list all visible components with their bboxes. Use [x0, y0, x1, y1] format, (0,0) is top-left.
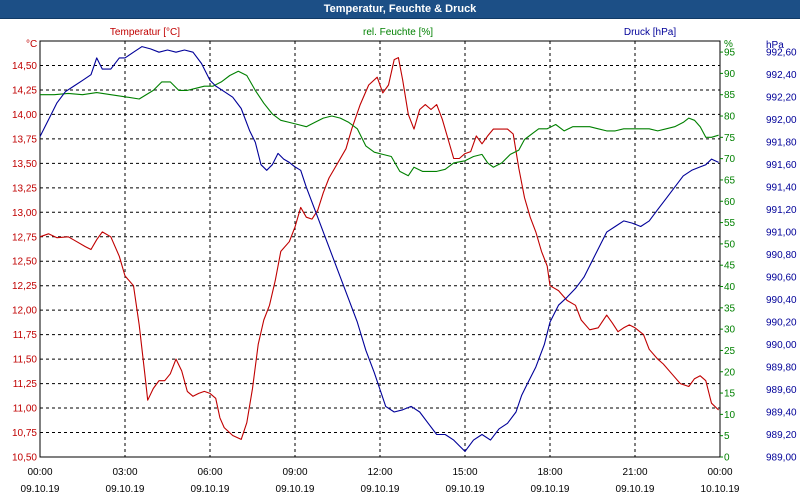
x-tick-label-date: 09.10.19	[276, 484, 315, 495]
humidity-tick-label: 60	[724, 197, 736, 208]
pressure-tick-label: 992,00	[766, 115, 797, 126]
grid-layer	[39, 40, 721, 458]
humidity-tick-label: 90	[724, 69, 736, 80]
pressure-tick-label: 992,60	[766, 48, 797, 59]
weather-chart: 00:00 09.10.19 03:00 09.10.19 06:00 09.10.19 0…	[12, 27, 797, 495]
humidity-tick-label: 65	[724, 175, 736, 186]
temperature-tick-label: 11,75	[13, 330, 38, 341]
temperature-tick-label: 10,75	[12, 428, 37, 439]
pressure-tick-label: 989,40	[766, 408, 797, 419]
x-tick-label-time: 12:00	[367, 467, 392, 478]
humidity-axis-unit: %	[724, 39, 733, 50]
series-layer	[39, 46, 719, 452]
pressure-tick-label: 990,00	[766, 340, 797, 351]
x-tick-label-time: 09:00	[282, 467, 307, 478]
series-label-temperature: Temperatur [°C]	[110, 27, 180, 38]
temperature-tick-label: 13,25	[12, 183, 37, 194]
pressure-tick-label: 991,00	[766, 228, 797, 239]
temperature-tick-label: 11,50	[13, 355, 38, 366]
temperature-tick-label: 12,00	[12, 306, 37, 317]
humidity-tick-label: 0	[724, 453, 730, 464]
humidity-tick-label: 50	[724, 239, 736, 250]
x-tick-label-time: 00:00	[707, 467, 732, 478]
pressure-tick-label: 989,00	[766, 453, 797, 464]
pressure-tick-label: 989,80	[766, 363, 797, 374]
pressure-tick-label: 991,60	[766, 160, 797, 171]
pressure-tick-label: 990,40	[766, 295, 797, 306]
title-bar: Temperatur, Feuchte & Druck	[0, 0, 800, 19]
humidity-tick-label: 75	[724, 133, 736, 144]
x-tick-label-time: 21:00	[622, 467, 647, 478]
temperature-tick-label: 13,00	[12, 208, 37, 219]
pressure-tick-label: 992,20	[766, 93, 797, 104]
x-tick-label-date: 09.10.19	[531, 484, 570, 495]
humidity-tick-label: 80	[724, 112, 736, 123]
x-tick-label-date: 09.10.19	[106, 484, 145, 495]
temperature-tick-label: 13,50	[12, 159, 37, 170]
humidity-tick-label: 95	[724, 48, 736, 59]
temperature-tick-label: 14,50	[12, 61, 37, 72]
temperature-tick-label: 11,25	[13, 379, 38, 390]
humidity-tick-label: 15	[724, 389, 736, 400]
pressure-tick-label: 992,40	[766, 70, 797, 81]
pressure-tick-label: 991,20	[766, 205, 797, 216]
pressure-tick-label: 989,20	[766, 430, 797, 441]
temperature-line	[39, 57, 719, 440]
x-tick-label-time: 15:00	[452, 467, 477, 478]
pressure-tick-label: 989,60	[766, 385, 797, 396]
humidity-tick-label: 70	[724, 154, 736, 165]
x-tick-label-time: 00:00	[27, 467, 52, 478]
pressure-line	[39, 46, 719, 452]
x-tick-label-date: 09.10.19	[446, 484, 485, 495]
x-tick-label-date: 10.10.19	[701, 484, 740, 495]
humidity-tick-label: 85	[724, 90, 736, 101]
humidity-tick-label: 20	[724, 367, 736, 378]
humidity-tick-label: 25	[724, 346, 736, 357]
pressure-axis-unit: hPa	[766, 40, 784, 51]
pressure-tick-label: 990,60	[766, 273, 797, 284]
humidity-tick-label: 45	[724, 261, 736, 272]
humidity-tick-label: 5	[724, 431, 730, 442]
temperature-tick-label: 12,25	[12, 281, 37, 292]
x-tick-label-date: 09.10.19	[191, 484, 230, 495]
axis-layer: 00:00 09.10.19 03:00 09.10.19 06:00 09.10.19 0…	[12, 48, 797, 495]
temperature-tick-label: 14,25	[12, 85, 37, 96]
x-tick-label-time: 18:00	[537, 467, 562, 478]
pressure-tick-label: 990,20	[766, 318, 797, 329]
humidity-tick-label: 40	[724, 282, 736, 293]
temperature-axis-unit: °C	[26, 39, 37, 50]
pressure-tick-label: 990,80	[766, 250, 797, 261]
x-tick-label-time: 06:00	[197, 467, 222, 478]
chart-title: Temperatur, Feuchte & Druck	[323, 3, 477, 15]
pressure-tick-label: 991,40	[766, 183, 797, 194]
x-tick-label-time: 03:00	[112, 467, 137, 478]
temperature-tick-label: 11,00	[13, 404, 38, 415]
temperature-tick-label: 14,00	[12, 110, 37, 121]
temperature-tick-label: 10,50	[12, 453, 37, 464]
series-label-humidity: rel. Feuchte [%]	[363, 27, 433, 38]
x-tick-label-date: 09.10.19	[361, 484, 400, 495]
pressure-tick-label: 991,80	[766, 138, 797, 149]
series-label-pressure: Druck [hPa]	[624, 27, 676, 38]
humidity-tick-label: 35	[724, 303, 736, 314]
humidity-tick-label: 10	[724, 410, 736, 421]
temperature-tick-label: 12,75	[12, 232, 37, 243]
humidity-tick-label: 30	[724, 325, 736, 336]
temperature-tick-label: 13,75	[12, 134, 37, 145]
humidity-tick-label: 55	[724, 218, 736, 229]
temperature-tick-label: 12,50	[12, 257, 37, 268]
x-tick-label-date: 09.10.19	[21, 484, 60, 495]
humidity-line	[40, 70, 719, 177]
x-tick-label-date: 09.10.19	[616, 484, 655, 495]
